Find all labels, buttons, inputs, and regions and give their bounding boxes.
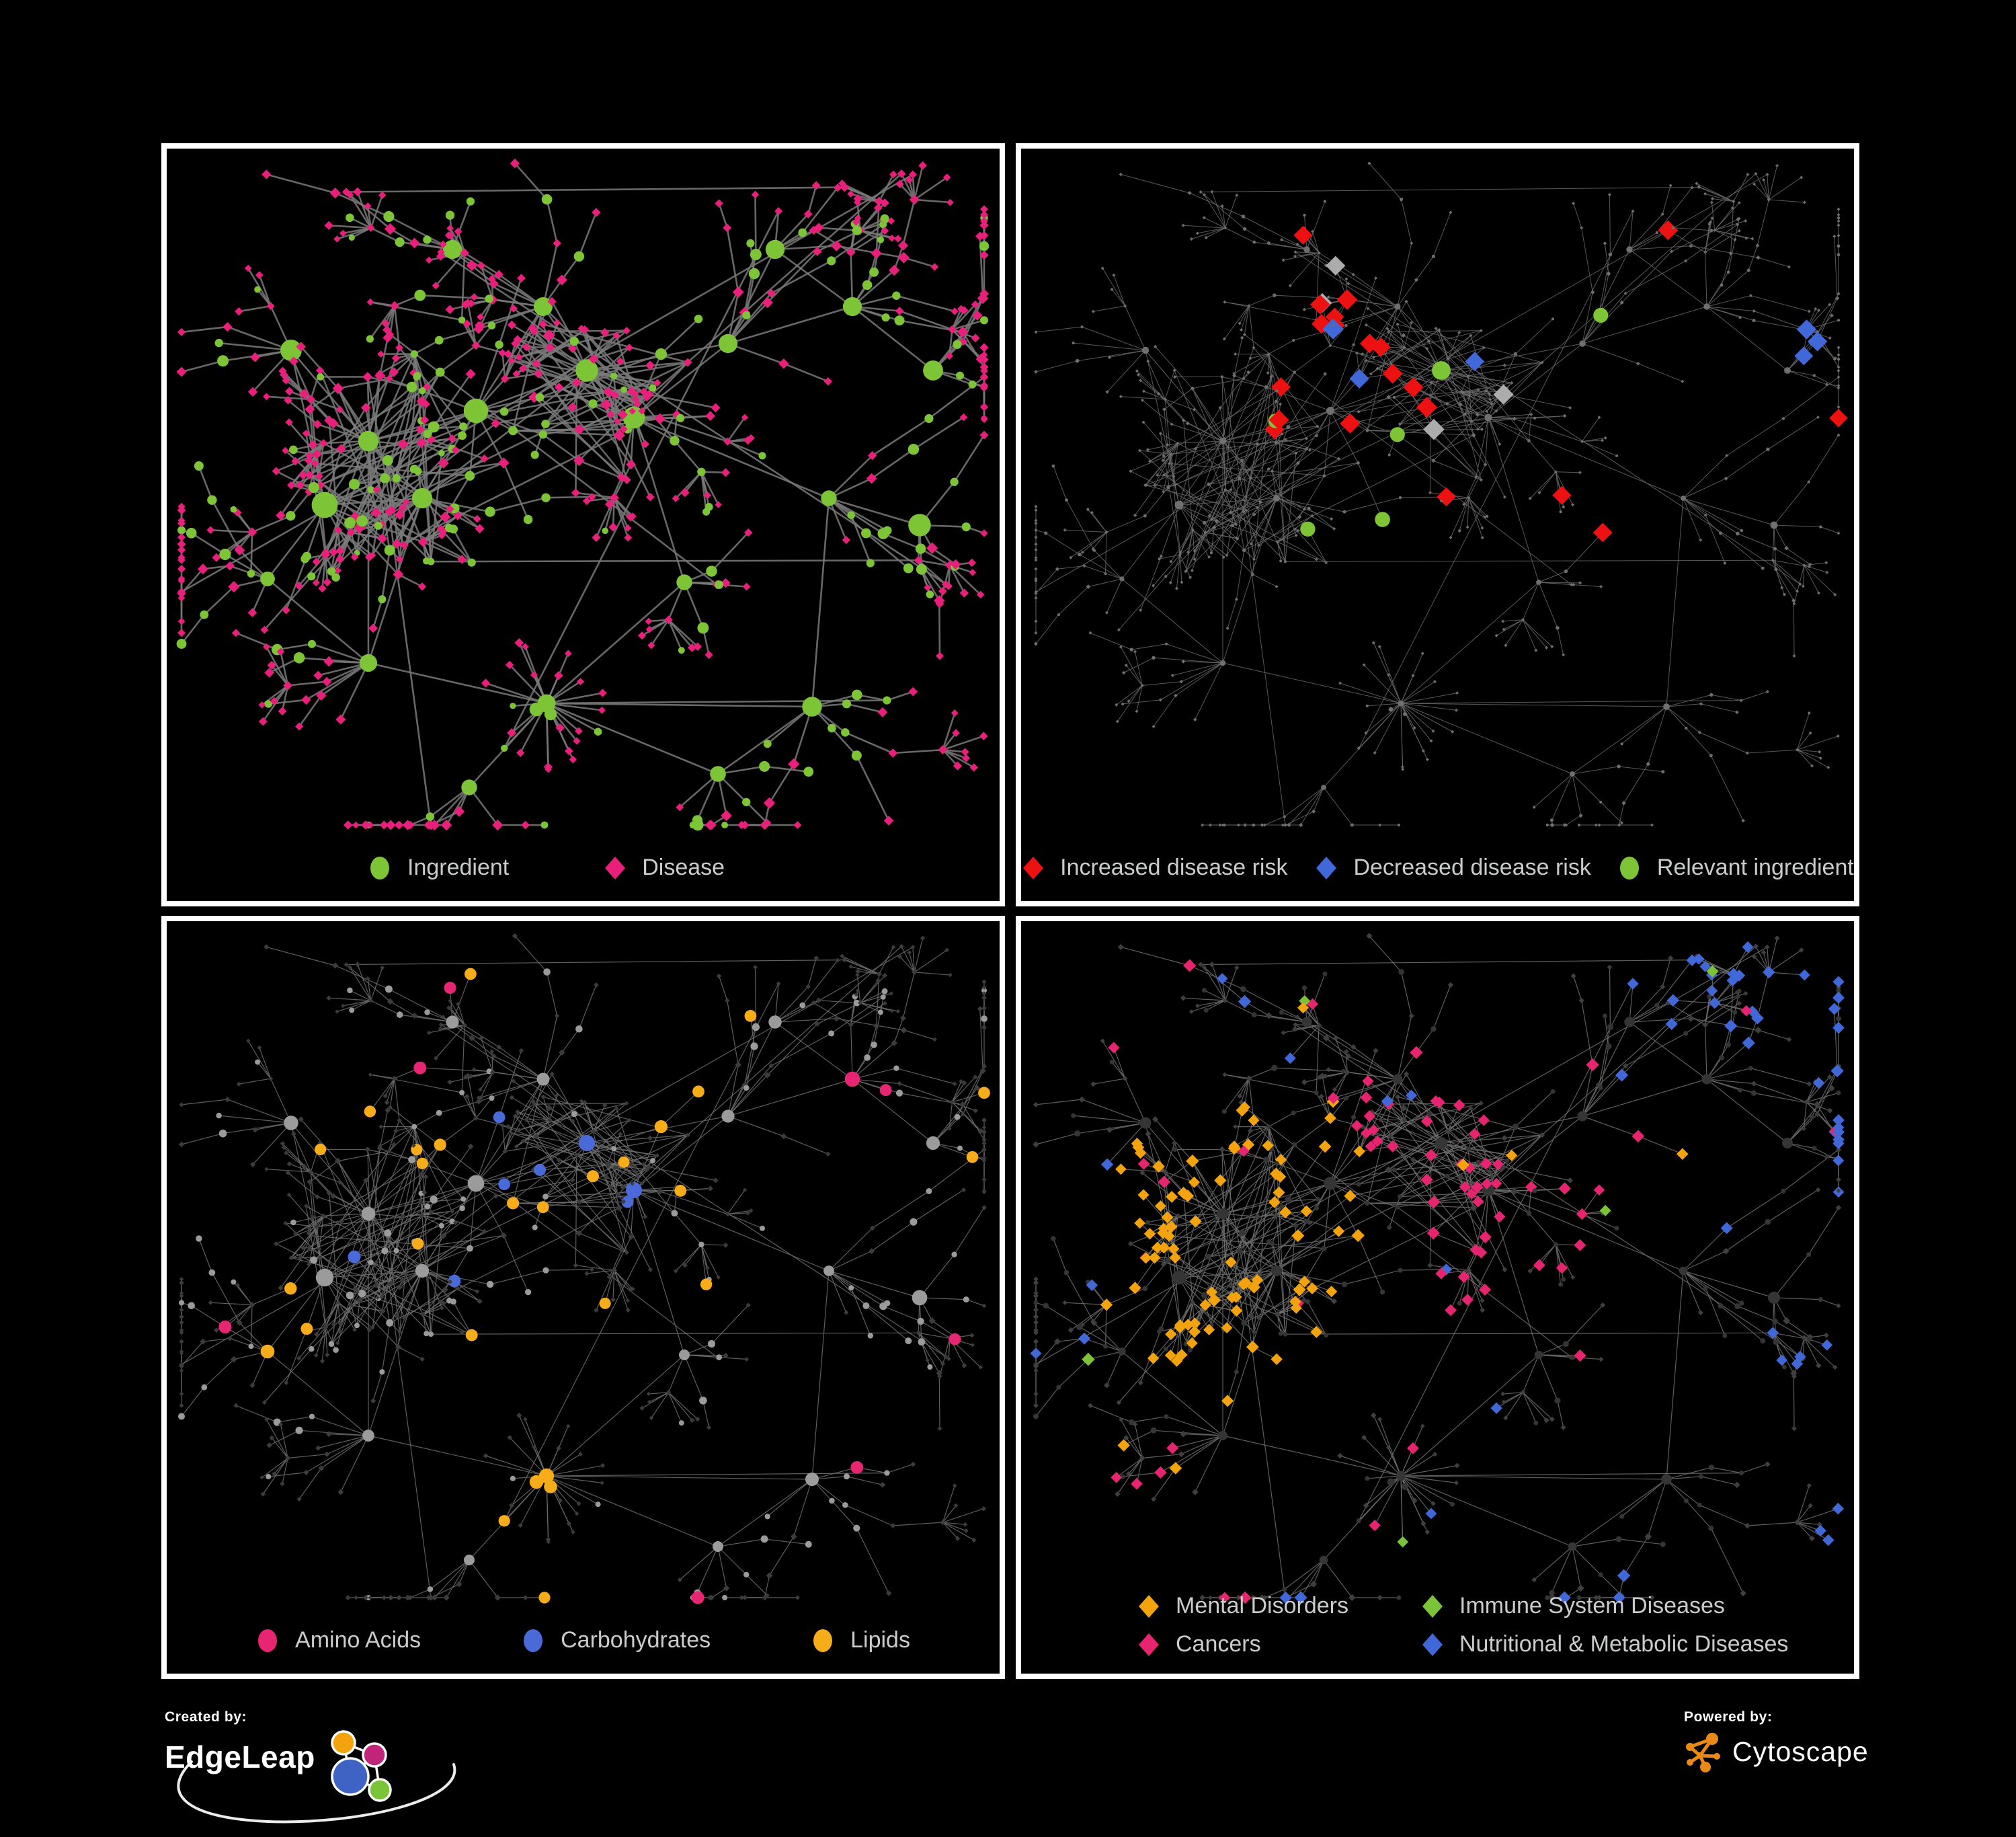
network-nutrient-classes <box>167 921 1000 1674</box>
network-ingredient-disease <box>167 149 1000 901</box>
edgeleap-logo-text: EdgeLeap <box>165 1742 315 1772</box>
edgeleap-logo-icon <box>318 1725 397 1809</box>
cytoscape-logo-icon <box>1684 1731 1723 1772</box>
cytoscape-credit: Powered by: <box>1684 1709 1980 1797</box>
edgeleap-credit: Created by: EdgeLeap <box>165 1709 514 1810</box>
created-by-label: Created by: <box>165 1709 514 1725</box>
powered-by-label: Powered by: <box>1684 1709 1980 1725</box>
cytoscape-logo-text: Cytoscape <box>1732 1736 1869 1768</box>
network-disease-classes <box>1021 921 1854 1674</box>
network-disease-risk <box>1021 149 1854 901</box>
